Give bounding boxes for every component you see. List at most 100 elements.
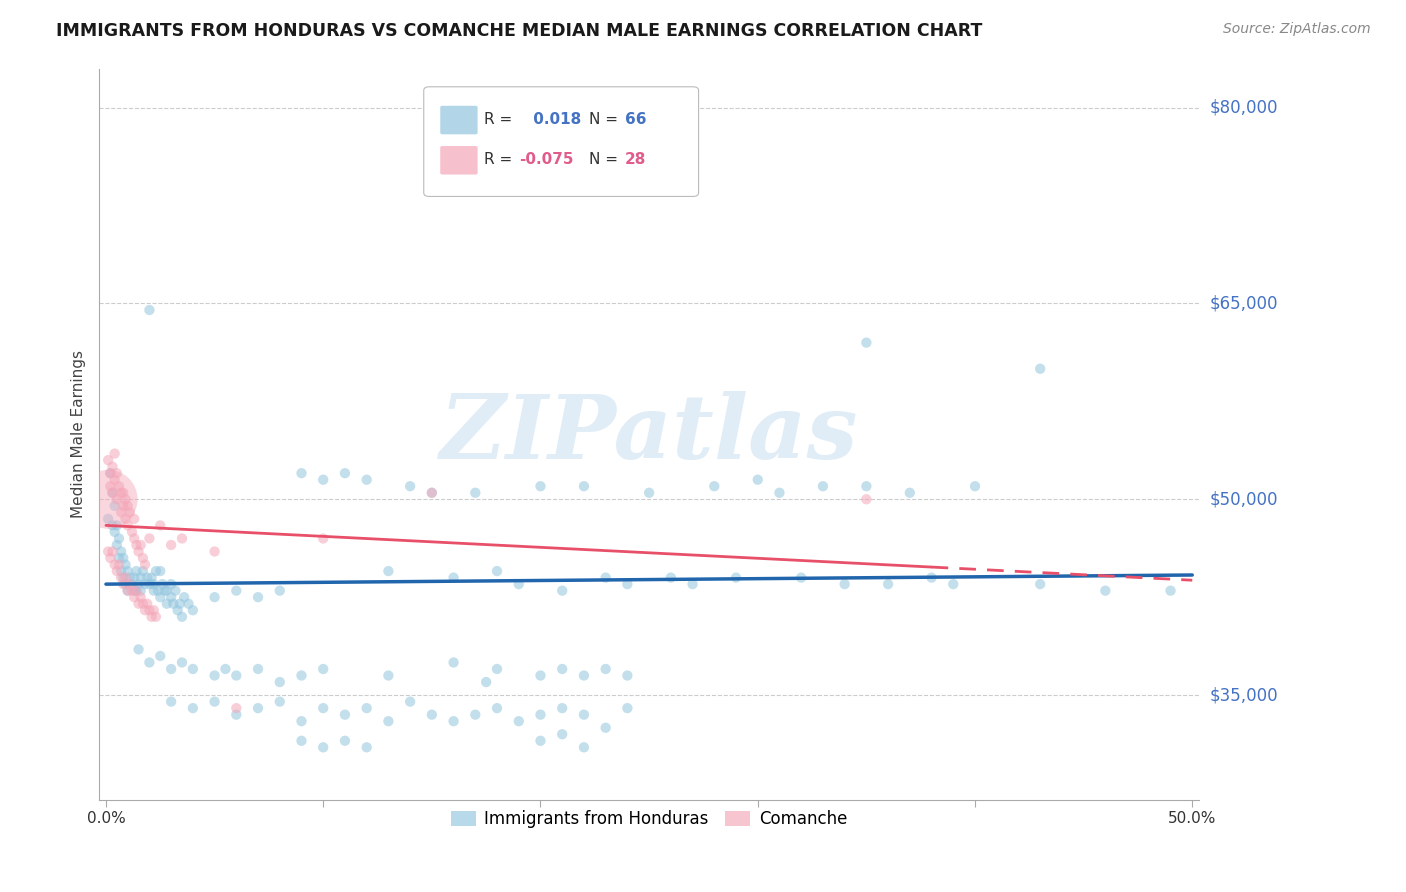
Point xyxy=(121,583,143,598)
Point xyxy=(747,473,769,487)
Point xyxy=(225,668,247,682)
Text: $65,000: $65,000 xyxy=(1211,294,1278,312)
Point xyxy=(247,662,270,676)
Point xyxy=(97,512,120,526)
Text: N =: N = xyxy=(589,153,617,168)
Point xyxy=(101,518,124,533)
Point xyxy=(475,675,498,690)
Point xyxy=(125,583,148,598)
Point xyxy=(142,583,165,598)
Point xyxy=(149,518,172,533)
Point xyxy=(551,701,574,715)
Point xyxy=(122,571,145,585)
FancyBboxPatch shape xyxy=(440,106,478,135)
Point xyxy=(225,707,247,722)
Point xyxy=(724,571,747,585)
Point xyxy=(225,701,247,715)
Point xyxy=(141,571,163,585)
Point xyxy=(333,733,356,747)
Point xyxy=(269,675,291,690)
Point xyxy=(114,492,136,507)
Point xyxy=(898,485,921,500)
Text: -0.075: -0.075 xyxy=(519,153,574,168)
Point xyxy=(312,740,335,755)
Point xyxy=(149,648,172,663)
Point xyxy=(963,479,986,493)
Point xyxy=(108,479,131,493)
Point xyxy=(138,532,160,546)
Point xyxy=(117,499,139,513)
Point xyxy=(138,577,160,591)
Point xyxy=(181,701,204,715)
Point xyxy=(333,707,356,722)
Point xyxy=(110,564,132,578)
Point xyxy=(121,524,143,539)
Point xyxy=(138,603,160,617)
Point xyxy=(312,701,335,715)
Point xyxy=(312,532,335,546)
Text: $35,000: $35,000 xyxy=(1211,686,1278,704)
Point xyxy=(129,538,152,552)
Text: Source: ZipAtlas.com: Source: ZipAtlas.com xyxy=(1223,22,1371,37)
Point xyxy=(443,571,465,585)
Legend: Immigrants from Honduras, Comanche: Immigrants from Honduras, Comanche xyxy=(444,804,853,835)
Point xyxy=(169,597,191,611)
Point xyxy=(117,518,139,533)
Point xyxy=(855,479,877,493)
Point xyxy=(595,571,617,585)
Point xyxy=(595,662,617,676)
Point xyxy=(162,597,184,611)
Point xyxy=(225,583,247,598)
Text: 28: 28 xyxy=(624,153,647,168)
Point xyxy=(170,532,193,546)
Point xyxy=(529,707,551,722)
Point xyxy=(165,583,187,598)
Point xyxy=(1094,583,1116,598)
Point xyxy=(129,583,152,598)
Point xyxy=(399,479,422,493)
Point xyxy=(529,479,551,493)
Point xyxy=(204,590,226,604)
Point xyxy=(486,662,509,676)
Point xyxy=(138,303,160,318)
Point xyxy=(420,707,443,722)
Point xyxy=(942,577,965,591)
Point xyxy=(132,551,155,566)
Point xyxy=(101,485,124,500)
Point xyxy=(572,668,595,682)
Point xyxy=(356,473,378,487)
Point xyxy=(399,695,422,709)
Point xyxy=(464,485,486,500)
Point xyxy=(134,603,156,617)
Point xyxy=(377,714,399,729)
Point xyxy=(104,473,127,487)
Text: R =: R = xyxy=(484,153,512,168)
Point xyxy=(173,590,195,604)
Point xyxy=(529,668,551,682)
Point xyxy=(112,571,135,585)
Point xyxy=(377,668,399,682)
Point xyxy=(97,453,120,467)
Point xyxy=(529,733,551,747)
Point xyxy=(508,577,530,591)
Point xyxy=(616,701,638,715)
Point xyxy=(138,656,160,670)
Point xyxy=(443,656,465,670)
Point xyxy=(443,714,465,729)
Point xyxy=(101,459,124,474)
Point xyxy=(152,577,174,591)
Point xyxy=(269,695,291,709)
Point xyxy=(572,740,595,755)
Point xyxy=(98,551,121,566)
Text: 50.0%: 50.0% xyxy=(1168,811,1216,826)
Point xyxy=(142,577,165,591)
Point xyxy=(269,583,291,598)
Point xyxy=(156,597,179,611)
Point xyxy=(572,479,595,493)
Point xyxy=(616,668,638,682)
Point xyxy=(290,466,312,480)
Point xyxy=(110,505,132,519)
Point xyxy=(132,597,155,611)
Point xyxy=(136,571,159,585)
Point xyxy=(312,662,335,676)
